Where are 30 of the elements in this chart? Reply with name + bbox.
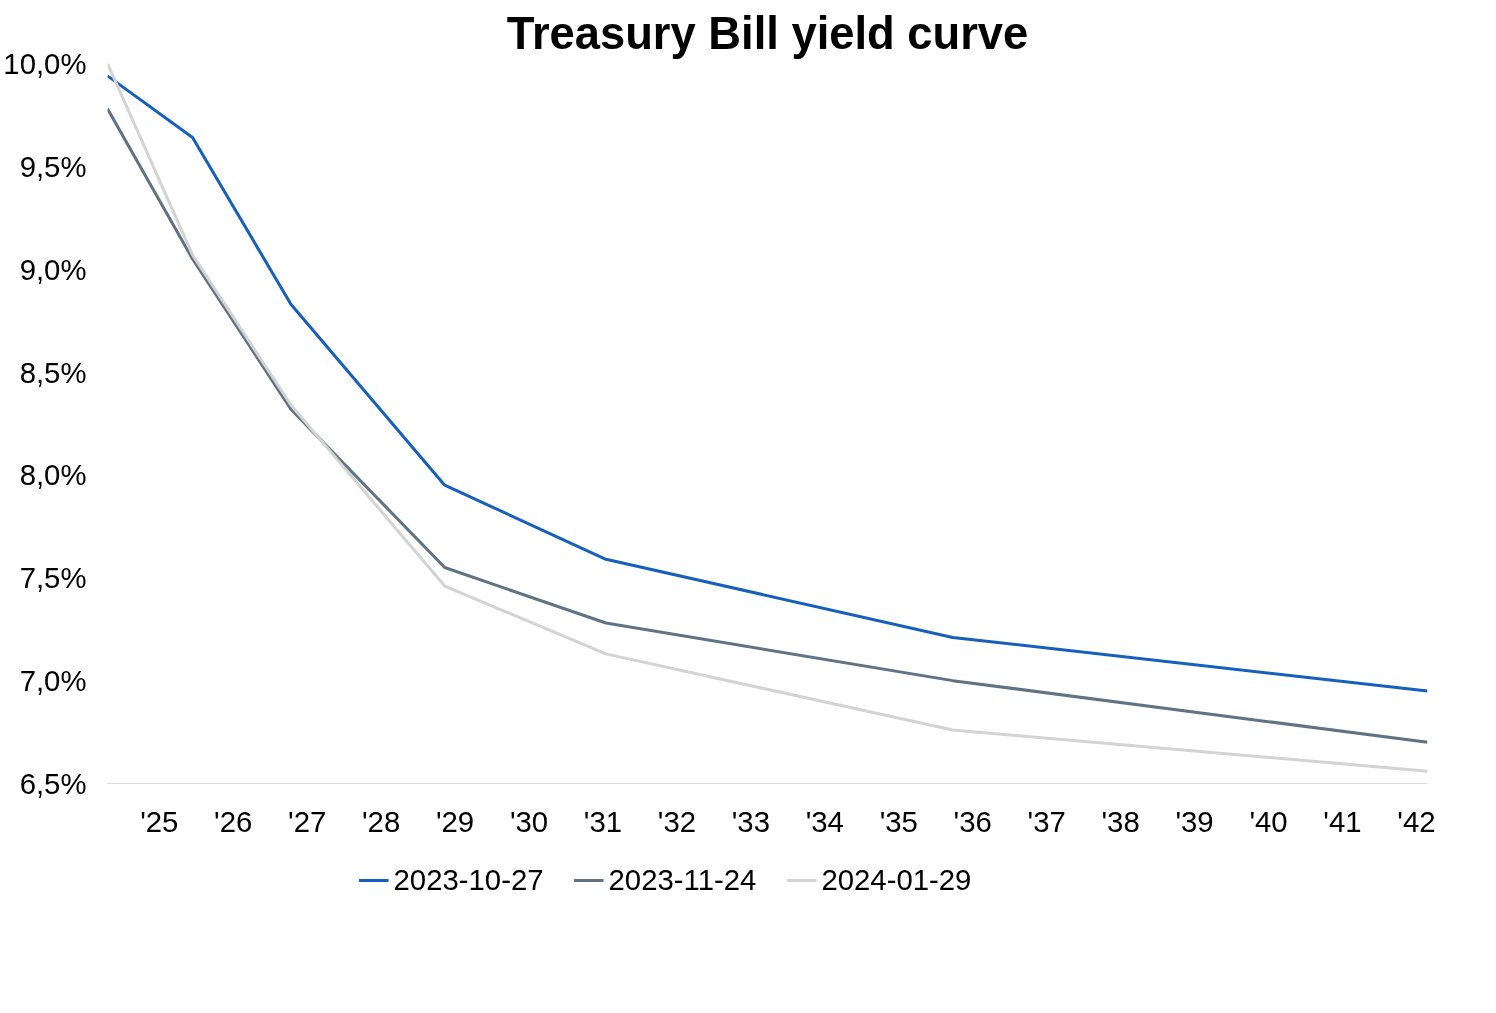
y-tick-label: 8,5%: [19, 355, 87, 389]
x-tick-label: '35: [879, 804, 918, 838]
y-tick-label: 7,5%: [19, 561, 87, 595]
x-tick-label: '41: [1323, 804, 1362, 838]
x-tick-label: '31: [583, 804, 623, 838]
y-tick-label: 9,0%: [19, 252, 87, 286]
y-tick-label: 8,0%: [19, 458, 87, 492]
x-tick-label: '38: [1101, 804, 1140, 838]
legend-label: 2024-01-29: [821, 863, 972, 897]
y-tick-label: 10,0%: [3, 47, 87, 80]
y-tick-label: 7,0%: [19, 664, 87, 698]
x-tick-label: '26: [214, 804, 253, 838]
y-tick-label: 9,5%: [19, 149, 87, 183]
chart-title: Treasury Bill yield curve: [506, 7, 1029, 59]
x-tick-label: '39: [1175, 804, 1214, 838]
x-tick-label: '27: [288, 804, 327, 838]
legend-label: 2023-10-27: [393, 863, 544, 897]
x-tick-label: '36: [953, 804, 992, 838]
x-tick-label: '40: [1249, 804, 1288, 838]
x-tick-label: '33: [731, 804, 770, 838]
x-tick-label: '25: [140, 804, 179, 838]
x-tick-label: '37: [1027, 804, 1066, 838]
x-tick-label: '42: [1397, 804, 1436, 838]
x-tick-label: '30: [509, 804, 549, 838]
x-tick-label: '32: [657, 804, 697, 838]
x-tick-label: '34: [805, 804, 844, 838]
y-tick-label: 6,5%: [19, 767, 87, 800]
x-tick-label: '29: [435, 804, 475, 838]
x-tick-label: '28: [362, 804, 401, 838]
legend-label: 2023-11-24: [608, 863, 757, 897]
